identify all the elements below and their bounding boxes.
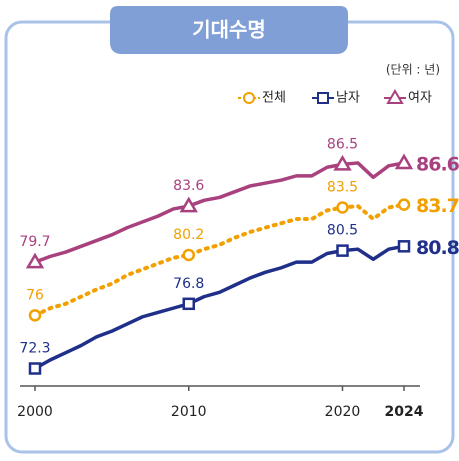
chart-title: 기대수명 — [192, 18, 266, 42]
x-tick-label: 2020 — [325, 404, 361, 420]
end-label: 80.8 — [416, 237, 459, 259]
legend-label: 여자 — [408, 91, 432, 106]
data-label: 76 — [26, 287, 44, 303]
data-label: 80.2 — [173, 227, 204, 243]
legend-label: 남자 — [336, 91, 360, 106]
legend-marker — [317, 92, 329, 104]
unit-label: (단위 : 년) — [386, 63, 440, 77]
data-label: 83.5 — [327, 180, 358, 196]
marker — [182, 248, 195, 262]
data-label: 80.5 — [327, 223, 358, 239]
x-tick-label: 2000 — [17, 404, 53, 420]
data-label: 86.5 — [327, 136, 358, 152]
legend-marker — [386, 89, 404, 104]
marker — [394, 153, 414, 170]
end-label: 83.7 — [416, 195, 459, 217]
end-label: 86.6 — [416, 153, 459, 175]
marker — [333, 154, 352, 171]
data-label: 79.7 — [19, 234, 50, 250]
marker — [179, 196, 198, 213]
marker — [336, 201, 349, 214]
marker — [336, 244, 349, 257]
data-label: 76.8 — [173, 276, 204, 292]
legend-label: 전체 — [262, 91, 286, 106]
title-tab — [110, 6, 348, 54]
data-label: 72.3 — [19, 341, 50, 357]
marker — [397, 240, 411, 253]
x-tick-label: 2024 — [385, 404, 424, 420]
marker — [28, 362, 42, 375]
x-tick-label: 2010 — [171, 404, 207, 420]
marker — [25, 252, 45, 269]
marker — [182, 297, 195, 311]
marker — [28, 309, 42, 322]
data-label: 83.6 — [173, 178, 204, 194]
legend-marker — [243, 92, 255, 104]
card — [4, 20, 455, 454]
marker — [397, 198, 411, 211]
